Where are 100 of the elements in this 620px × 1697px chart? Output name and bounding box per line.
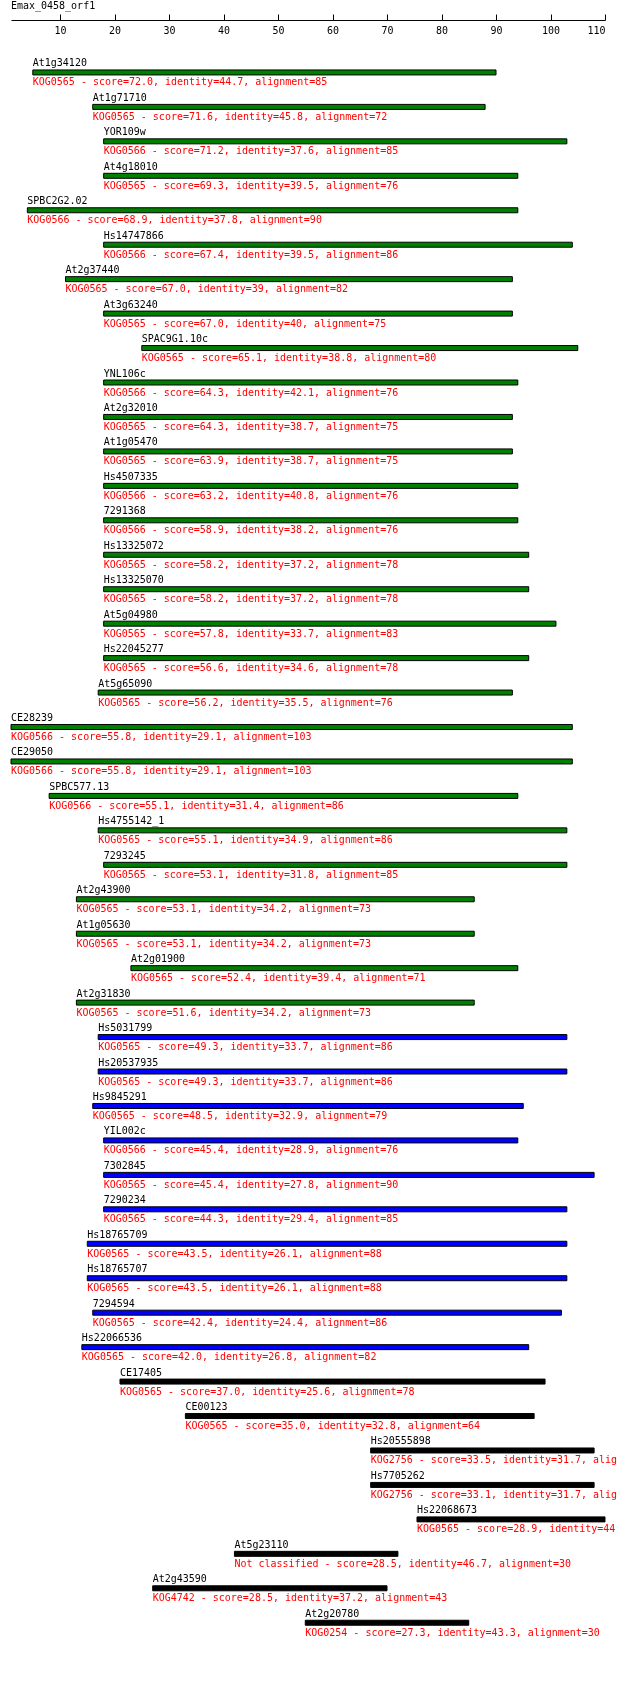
data-label: KOG0565 - score=58.2, identity=37.2, alignment=78 (103, 593, 399, 605)
x-tick-label: 80 (436, 25, 449, 37)
data-label: KOG0565 - score=48.5, identity=32.9, alignment=79 (92, 1109, 388, 1121)
bar (416, 1516, 606, 1523)
y-tick-label: YOR109w (103, 126, 147, 138)
bar (10, 724, 573, 731)
x-tick-label: 90 (490, 25, 503, 37)
data-label: KOG0565 - score=28.9, identity=44 (416, 1523, 616, 1535)
x-tick-label: 110 (587, 25, 606, 37)
y-tick-label: SPBC577.13 (49, 780, 110, 792)
bar (75, 999, 475, 1006)
bar (233, 1550, 399, 1557)
bar (92, 1102, 524, 1109)
data-label: KOG0565 - score=65.1, identity=38.8, alignment=80 (141, 352, 437, 364)
data-label: KOG0565 - score=35.0, identity=32.8, alignment=64 (185, 1420, 480, 1432)
y-tick-label: YIL002c (103, 1125, 146, 1137)
bar (130, 965, 519, 972)
bar (103, 1206, 568, 1213)
data-label: KOG0565 - score=45.4, identity=27.8, alignment=90 (103, 1178, 399, 1190)
data-label: KOG0565 - score=64.3, identity=38.7, alignment=75 (103, 420, 399, 432)
bar (97, 827, 568, 834)
y-tick-label: At5g23110 (234, 1538, 289, 1550)
bar (119, 1378, 546, 1385)
bar (75, 896, 475, 903)
bar (103, 861, 568, 868)
data-label: KOG0565 - score=44.3, identity=29.4, alignment=85 (103, 1213, 399, 1225)
y-tick-label: 7302845 (103, 1159, 146, 1171)
y-tick-label: Hs5031799 (98, 1022, 153, 1034)
bar (103, 517, 519, 524)
y-tick-label: Hs18765709 (87, 1228, 148, 1240)
y-tick-label: CE17405 (119, 1366, 163, 1378)
data-label: KOG0565 - score=42.0, identity=26.8, alignment=82 (81, 1351, 377, 1363)
data-label: KOG0565 - score=53.1, identity=31.8, alignment=85 (103, 868, 399, 880)
y-tick-label: CE00123 (185, 1401, 228, 1413)
bar (26, 207, 519, 214)
bar (370, 1447, 595, 1454)
x-tick-label: 60 (327, 25, 340, 37)
data-label: KOG0565 - score=56.2, identity=35.5, alignment=76 (98, 696, 393, 708)
y-tick-label: CE28239 (11, 712, 54, 724)
data-label: KOG4742 - score=28.5, identity=37.2, alignment=43 (152, 1592, 448, 1604)
data-label: KOG0565 - score=71.6, identity=45.8, alignment=72 (92, 110, 388, 122)
bar (370, 1481, 595, 1488)
y-tick-label: At5g65090 (98, 677, 153, 689)
y-tick-label: At2g43590 (152, 1573, 207, 1585)
data-label: KOG0565 - score=69.3, identity=39.5, alignment=76 (103, 179, 399, 191)
y-tick-label: 7293245 (103, 849, 146, 861)
data-label: KOG0565 - score=43.5, identity=26.1, alignment=88 (87, 1247, 382, 1259)
data-label: KOG0566 - score=67.4, identity=39.5, alignment=86 (103, 248, 399, 260)
data-label: KOG0566 - score=63.2, identity=40.8, alignment=76 (103, 489, 399, 501)
y-tick-label: At2g20780 (305, 1607, 360, 1619)
data-label: KOG0565 - score=37.0, identity=25.6, alignment=78 (119, 1385, 415, 1397)
data-label: KOG0565 - score=58.2, identity=37.2, alignment=78 (103, 558, 399, 570)
y-tick-label: At2g01900 (130, 953, 185, 965)
y-tick-label: CE29050 (11, 746, 54, 758)
y-tick-label: Hs22068673 (416, 1504, 478, 1516)
data-label: KOG0566 - score=55.1, identity=31.4, alignment=86 (49, 799, 344, 811)
y-tick-label: At1g05630 (76, 918, 131, 930)
y-tick-label: 7291368 (103, 505, 146, 517)
bar (92, 103, 486, 110)
data-label: KOG0566 - score=71.2, identity=37.6, alignment=85 (103, 145, 399, 157)
data-label: KOG0565 - score=51.6, identity=34.2, alignment=73 (76, 1006, 371, 1018)
bar (103, 1171, 595, 1178)
data-label: KOG0566 - score=45.4, identity=28.9, alignment=76 (103, 1144, 399, 1156)
bar (10, 758, 573, 765)
data-label: KOG0566 - score=55.8, identity=29.1, alignment=103 (11, 731, 312, 743)
y-tick-label: At5g04980 (103, 608, 158, 620)
bar (97, 1034, 568, 1041)
bar (103, 620, 557, 627)
data-label: KOG0566 - score=58.9, identity=38.2, alignment=76 (103, 524, 399, 536)
data-label: KOG0565 - score=67.0, identity=39, alignment=82 (65, 283, 349, 295)
y-tick-label: Hs9845291 (92, 1090, 147, 1102)
bar (86, 1275, 568, 1282)
data-label: KOG0565 - score=49.3, identity=33.7, alignment=86 (98, 1075, 393, 1087)
x-tick-label: 20 (109, 25, 122, 37)
bar (32, 69, 497, 76)
data-label: KOG0565 - score=67.0, identity=40, alignment=75 (103, 317, 387, 329)
bar (103, 655, 530, 662)
y-tick-label: Hs13325072 (103, 539, 164, 551)
data-label: KOG0566 - score=55.8, identity=29.1, alignment=103 (11, 765, 312, 777)
data-label: KOG0565 - score=72.0, identity=44.7, alignment=85 (32, 76, 328, 88)
data-label: KOG0565 - score=52.4, identity=39.4, alignment=71 (130, 972, 426, 984)
x-tick-label: 30 (163, 25, 176, 37)
bar (103, 172, 519, 179)
bar (103, 586, 530, 593)
y-tick-label: Hs13325070 (103, 574, 164, 586)
y-tick-label: At4g18010 (103, 160, 158, 172)
bar (184, 1413, 535, 1420)
y-tick-label: Hs4507335 (103, 470, 158, 482)
y-tick-label: At1g71710 (92, 91, 147, 103)
x-tick-label: 40 (218, 25, 231, 37)
y-tick-label: SPBC2G2.02 (27, 195, 88, 207)
data-label: KOG0565 - score=53.1, identity=34.2, alignment=73 (76, 903, 371, 915)
y-tick-label: Hs18765707 (87, 1263, 148, 1275)
bar (103, 413, 513, 420)
bar (103, 310, 513, 317)
bar (65, 276, 513, 283)
data-label: KOG2756 - score=33.1, identity=31.7, alig (370, 1488, 618, 1500)
bar (75, 930, 475, 937)
bar (103, 138, 568, 145)
data-label: KOG0565 - score=57.8, identity=33.7, alignment=83 (103, 627, 399, 639)
